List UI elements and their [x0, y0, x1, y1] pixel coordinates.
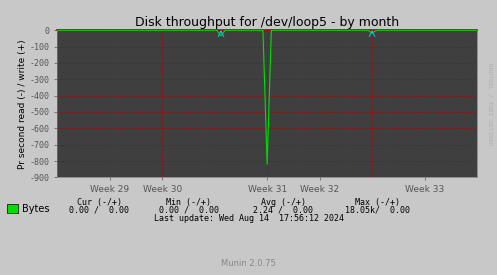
- Text: Avg (-/+): Avg (-/+): [261, 198, 306, 207]
- Text: Last update: Wed Aug 14  17:56:12 2024: Last update: Wed Aug 14 17:56:12 2024: [154, 214, 343, 223]
- Y-axis label: Pr second read (-) / write (+): Pr second read (-) / write (+): [18, 39, 27, 169]
- Text: Max (-/+): Max (-/+): [355, 198, 400, 207]
- Text: 2.24 /  0.00: 2.24 / 0.00: [253, 206, 313, 215]
- Text: 18.05k/  0.00: 18.05k/ 0.00: [345, 206, 410, 215]
- Text: Munin 2.0.75: Munin 2.0.75: [221, 260, 276, 268]
- Text: Bytes: Bytes: [22, 204, 50, 214]
- Text: RRDTOOL / TOBI OETIKER: RRDTOOL / TOBI OETIKER: [487, 63, 492, 146]
- Text: Min (-/+): Min (-/+): [166, 198, 211, 207]
- Text: 0.00 /  0.00: 0.00 / 0.00: [159, 206, 219, 215]
- Text: Cur (-/+): Cur (-/+): [77, 198, 122, 207]
- Text: 0.00 /  0.00: 0.00 / 0.00: [70, 206, 129, 215]
- Title: Disk throughput for /dev/loop5 - by month: Disk throughput for /dev/loop5 - by mont…: [135, 16, 399, 29]
